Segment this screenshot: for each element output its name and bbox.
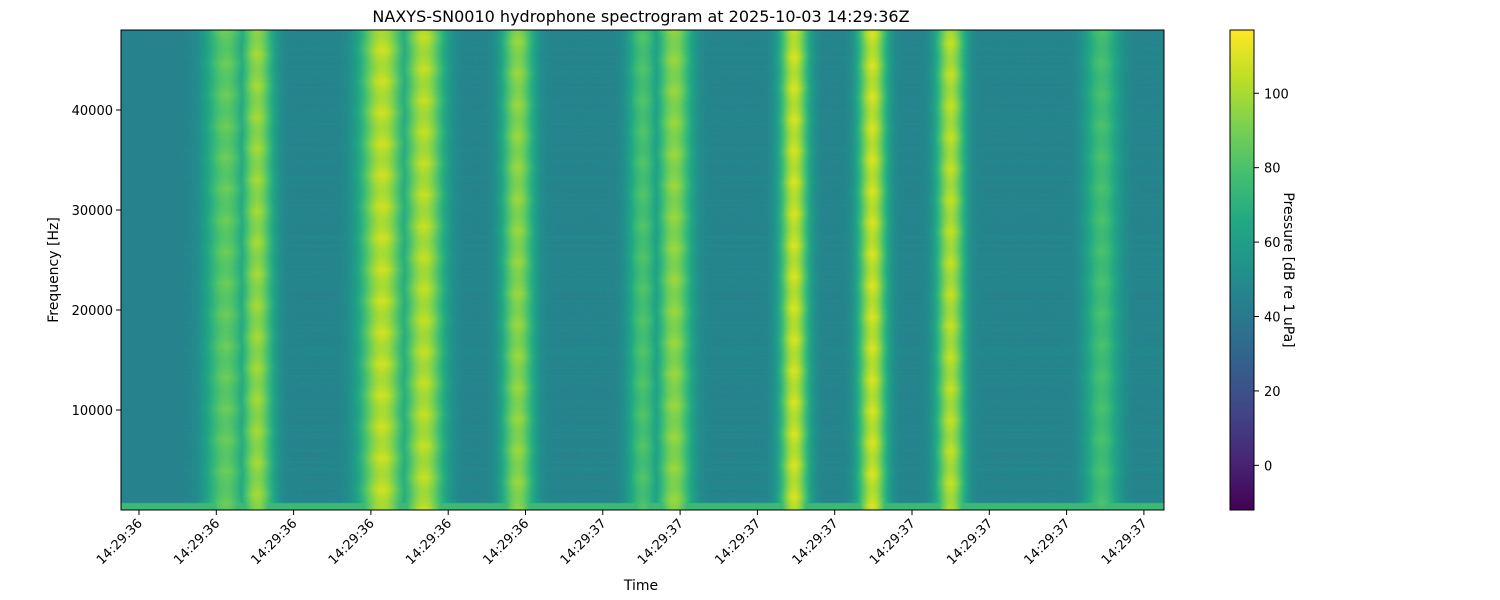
x-tick-label: 14:29:37 [635, 516, 687, 568]
x-tick-label: 14:29:37 [558, 516, 610, 568]
x-tick-label: 14:29:36 [171, 516, 223, 568]
plot-frame [120, 29, 1165, 511]
x-tick-label: 14:29:36 [480, 516, 532, 568]
colorbar-tick-label: 40 [1264, 311, 1281, 326]
y-tick-label: 30000 [72, 204, 113, 219]
x-tick-label: 14:29:37 [712, 516, 764, 568]
y-tick-label: 20000 [72, 304, 113, 319]
y-axis: 10000 20000 30000 40000 [72, 104, 121, 419]
colorbar-label: Pressure [dB re 1 uPa] [1280, 192, 1296, 347]
colorbar-tick-label: 60 [1264, 236, 1281, 251]
plot-area [120, 29, 1165, 511]
x-tick-label: 14:29:37 [1099, 516, 1151, 568]
x-tick-label: 14:29:37 [1022, 516, 1074, 568]
chart-title: NAXYS-SN0010 hydrophone spectrogram at 2… [372, 7, 909, 26]
colorbar-tick-label: 0 [1264, 459, 1272, 474]
x-tick-label: 14:29:36 [403, 516, 455, 568]
x-tick-label: 14:29:36 [94, 516, 146, 568]
heatmap-image [121, 30, 1164, 510]
x-axis: 14:29:36 14:29:36 14:29:36 14:29:36 14:29:36… [94, 510, 1151, 568]
colorbar-tick-label: 20 [1264, 385, 1281, 400]
x-tick-label: 14:29:36 [326, 516, 378, 568]
y-tick-label: 40000 [72, 104, 113, 119]
y-tick-label: 10000 [72, 404, 113, 419]
colorbar: 0 20 40 60 80 100 Pressure [dB re 1 uPa] [1229, 29, 1296, 511]
colorbar-tick-label: 100 [1264, 87, 1289, 102]
colorbar-gradient [1229, 29, 1255, 511]
x-tick-label: 14:29:37 [944, 516, 996, 568]
x-axis-label: Time [623, 578, 658, 594]
x-tick-label: 14:29:37 [790, 516, 842, 568]
colorbar-tick-label: 80 [1264, 162, 1281, 177]
y-axis-label: Frequency [Hz] [46, 217, 62, 323]
colorbar-ticks: 0 20 40 60 80 100 [1254, 87, 1289, 474]
x-tick-label: 14:29:37 [867, 516, 919, 568]
x-tick-label: 14:29:36 [249, 516, 301, 568]
